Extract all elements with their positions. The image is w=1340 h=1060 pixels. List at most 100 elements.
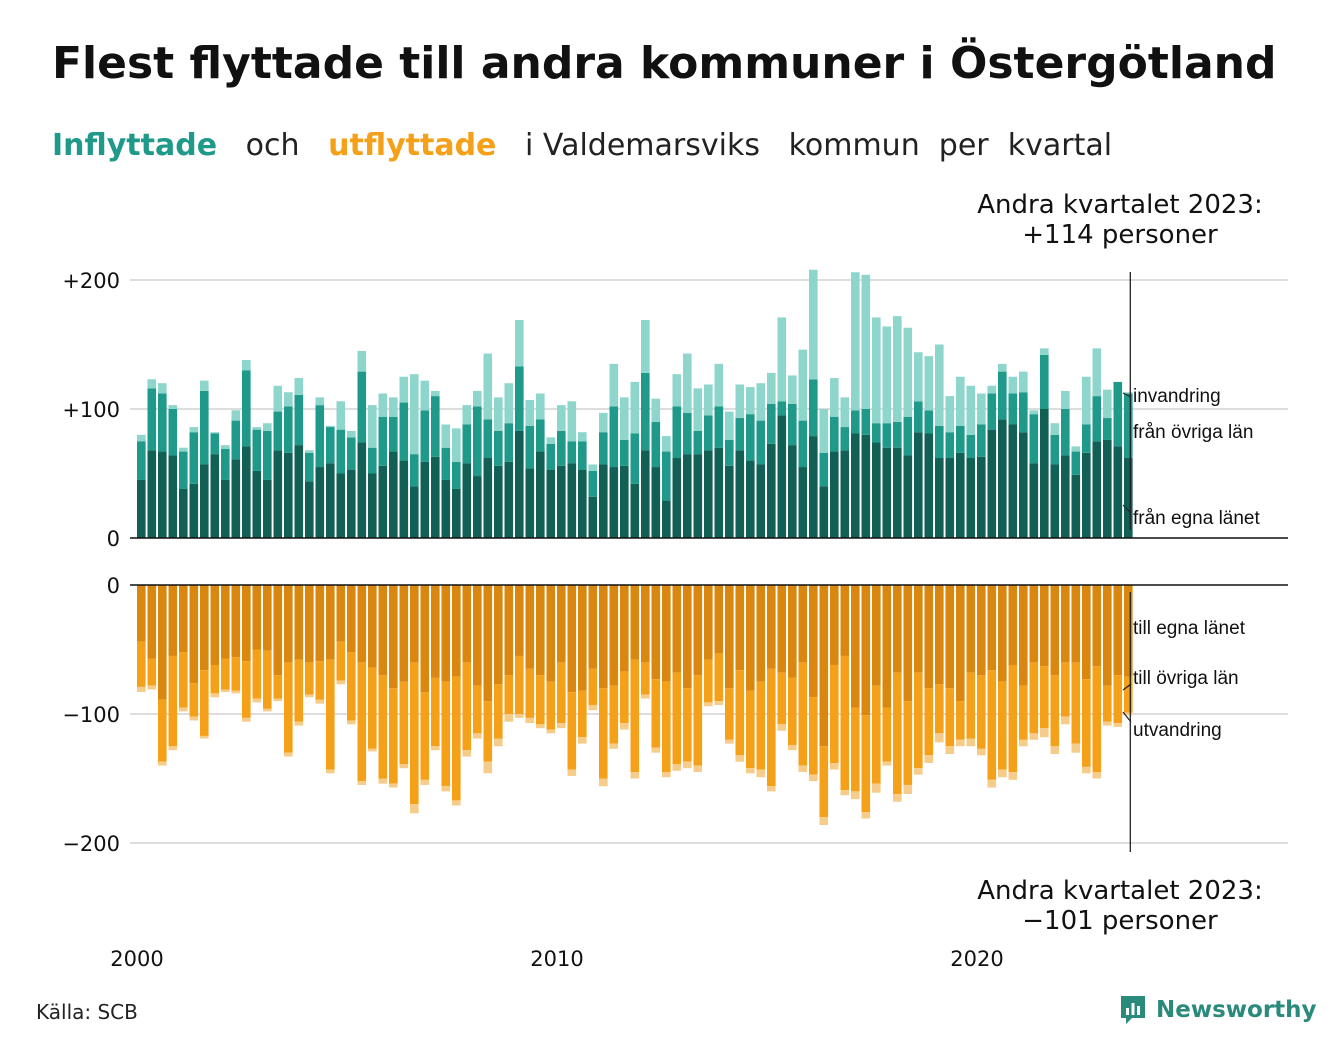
bar-out-1 [294, 659, 304, 722]
bar-out-0 [336, 585, 346, 642]
bar-in-0 [588, 496, 598, 538]
bar-in-0 [788, 445, 797, 538]
bar-in-0 [630, 483, 640, 538]
bar-out-1 [1124, 676, 1133, 713]
bar-out-0 [462, 585, 472, 663]
bar-out-1 [609, 685, 619, 744]
bar-in-0 [1029, 463, 1039, 538]
bar-out-0 [158, 585, 167, 700]
bar-out-0 [1019, 585, 1028, 686]
bar-out-0 [1124, 585, 1133, 677]
bar-in-0 [945, 458, 955, 538]
y-tick-label-bottom: 0 [107, 574, 120, 598]
bar-in-2 [389, 397, 398, 417]
bar-out-2 [557, 723, 566, 729]
bar-out-0 [746, 585, 755, 691]
bar-in-2 [872, 317, 881, 424]
bar-out-1 [1103, 685, 1112, 722]
bar-in-1 [263, 430, 272, 480]
annotation-bottom: Andra kvartalet 2023: −101 personer [940, 876, 1300, 936]
bar-out-1 [389, 688, 398, 784]
bar-in-2 [599, 412, 608, 433]
bar-in-0 [903, 455, 913, 538]
bar-out-2 [473, 733, 482, 739]
bar-in-1 [935, 425, 944, 459]
bar-in-2 [578, 432, 587, 442]
bar-out-0 [882, 585, 892, 708]
series-label-out-2: utvandring [1133, 720, 1222, 741]
y-tick-label-bottom: −200 [62, 832, 120, 856]
bar-out-2 [315, 699, 325, 704]
bar-in-0 [389, 451, 398, 538]
bar-out-1 [746, 690, 755, 769]
bar-in-2 [704, 384, 713, 416]
series-label-in-2: invandring [1133, 386, 1221, 407]
bar-out-1 [147, 658, 157, 686]
bar-in-1 [357, 371, 367, 443]
bar-out-0 [441, 585, 451, 682]
bar-in-0 [641, 450, 650, 538]
bar-in-1 [578, 441, 587, 470]
bar-out-1 [578, 690, 587, 738]
bar-in-1 [273, 411, 283, 451]
bar-in-2 [326, 425, 335, 428]
bar-in-1 [746, 414, 755, 461]
bar-in-0 [326, 463, 335, 538]
bar-in-2 [882, 326, 892, 424]
bar-in-0 [714, 447, 724, 538]
bar-out-2 [168, 746, 178, 751]
bar-in-2 [252, 427, 262, 430]
bar-in-2 [683, 353, 692, 413]
bar-in-2 [987, 385, 997, 394]
bar-in-0 [767, 443, 776, 538]
bar-in-2 [168, 405, 178, 409]
bar-out-1 [347, 652, 356, 721]
bar-out-2 [945, 746, 955, 754]
bar-out-1 [242, 661, 251, 718]
bar-out-2 [210, 693, 220, 698]
leader-line [1122, 504, 1132, 514]
bar-in-0 [851, 433, 860, 538]
bar-out-0 [630, 585, 640, 660]
bar-in-1 [924, 410, 934, 434]
bar-in-1 [389, 416, 398, 452]
bar-in-2 [945, 396, 955, 433]
bar-out-1 [336, 641, 346, 681]
bar-out-2 [1008, 772, 1018, 780]
bar-out-2 [294, 721, 304, 726]
bar-out-1 [683, 688, 692, 762]
bar-out-2 [189, 716, 199, 721]
bar-in-1 [536, 419, 545, 452]
bar-in-1 [315, 405, 325, 468]
bar-out-0 [494, 585, 503, 685]
bar-in-0 [746, 460, 755, 538]
bar-in-2 [1008, 376, 1018, 394]
bar-in-1 [420, 410, 430, 462]
bar-in-1 [998, 371, 1007, 420]
bar-in-1 [515, 366, 524, 431]
bar-in-2 [672, 374, 682, 407]
y-tick-label-bottom: −100 [62, 703, 120, 727]
bar-out-0 [578, 585, 587, 691]
bar-in-1 [189, 432, 199, 484]
leader-line [1122, 683, 1132, 691]
bar-out-1 [210, 664, 220, 694]
bar-in-0 [1040, 409, 1049, 538]
bar-in-1 [557, 430, 566, 466]
bar-out-2 [1103, 721, 1112, 726]
bar-out-2 [305, 694, 314, 698]
bar-in-0 [546, 469, 556, 538]
bar-in-0 [735, 450, 745, 538]
bar-in-1 [725, 439, 734, 466]
bar-out-2 [1071, 743, 1081, 753]
bar-in-2 [1082, 376, 1091, 425]
bar-out-0 [809, 585, 818, 698]
bar-in-1 [777, 401, 787, 416]
bar-out-0 [305, 585, 314, 663]
bar-out-2 [998, 769, 1007, 778]
bar-out-2 [1124, 712, 1133, 716]
bar-out-0 [830, 585, 839, 665]
bar-in-0 [1113, 446, 1123, 538]
bar-out-1 [882, 707, 892, 762]
subtitle-utflyttade: utflyttade [328, 128, 497, 163]
